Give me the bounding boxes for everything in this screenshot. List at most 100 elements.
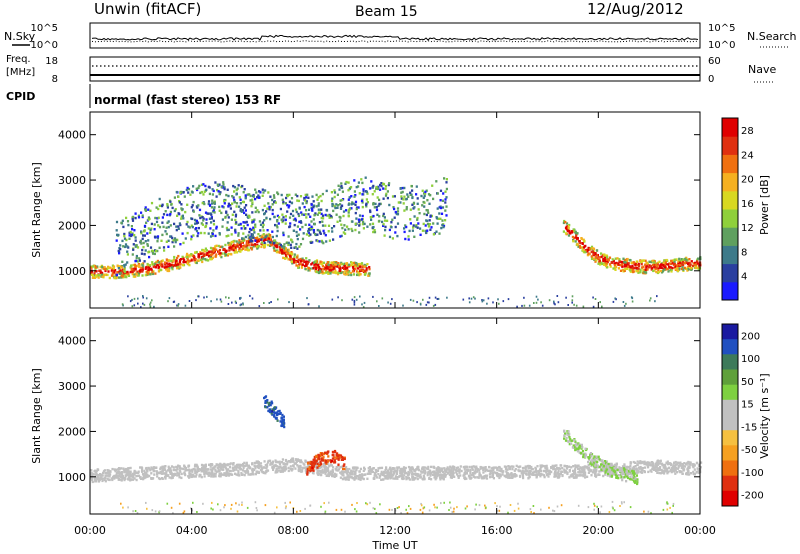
range-cell — [446, 471, 450, 475]
range-cell — [656, 261, 660, 265]
range-cell — [636, 463, 639, 467]
range-cell — [482, 299, 485, 302]
range-cell — [351, 265, 355, 268]
range-cell — [625, 264, 628, 267]
range-cell — [455, 466, 458, 470]
range-cell — [230, 253, 233, 256]
range-cell — [137, 297, 139, 300]
range-cell — [354, 267, 357, 271]
range-cell — [315, 465, 318, 469]
range-cell — [258, 305, 261, 308]
range-cell — [93, 476, 96, 479]
range-cell — [319, 473, 322, 477]
range-cell — [106, 469, 109, 472]
range-cell — [625, 260, 629, 263]
range-cell — [260, 466, 263, 470]
range-cell — [695, 265, 698, 269]
range-cell — [458, 471, 461, 474]
range-cell — [223, 247, 226, 251]
range-cell — [679, 461, 682, 464]
range-cell — [167, 239, 170, 242]
range-cell — [174, 262, 177, 265]
range-cell — [678, 257, 681, 261]
range-cell — [636, 460, 639, 463]
range-cell — [373, 206, 376, 209]
range-cell — [252, 473, 255, 476]
range-cell — [506, 468, 509, 471]
range-cell — [178, 222, 181, 225]
range-cell — [254, 206, 257, 209]
range-cell — [627, 264, 630, 267]
range-cell — [294, 246, 297, 249]
range-cell — [530, 467, 533, 471]
range-cell — [317, 263, 320, 266]
range-cell — [153, 252, 156, 256]
range-cell — [369, 469, 372, 472]
range-cell — [125, 275, 128, 279]
range-cell — [440, 226, 443, 230]
range-cell — [498, 469, 501, 472]
range-cell — [321, 468, 324, 472]
range-cell — [473, 472, 476, 475]
range-cell — [574, 472, 577, 475]
range-cell — [425, 209, 428, 212]
range-cell — [93, 470, 96, 473]
range-cell — [277, 298, 279, 301]
range-cell — [205, 218, 208, 221]
range-cell — [573, 236, 576, 240]
range-cell — [313, 264, 316, 267]
range-cell — [535, 301, 538, 304]
range-cell — [123, 237, 127, 240]
range-cell — [287, 206, 290, 209]
range-cell — [347, 189, 350, 192]
range-cell — [587, 252, 590, 255]
range-cell — [242, 464, 245, 467]
range-cell — [120, 266, 123, 269]
range-cell — [301, 237, 305, 241]
range-cell — [515, 464, 518, 468]
range-cell — [621, 263, 624, 266]
range-cell — [157, 216, 160, 219]
range-cell — [366, 263, 369, 266]
range-cell — [219, 462, 222, 466]
range-cell — [361, 214, 364, 218]
range-cell — [657, 270, 660, 274]
range-cell — [307, 303, 310, 306]
range-cell — [596, 254, 599, 257]
range-cell — [353, 477, 356, 480]
range-cell — [169, 200, 172, 203]
range-cell — [231, 463, 235, 466]
range-cell — [407, 472, 410, 475]
range-cell — [218, 472, 221, 476]
range-cell — [697, 257, 700, 260]
range-cell — [301, 225, 304, 229]
range-cell — [641, 468, 644, 472]
range-cell — [244, 194, 247, 197]
range-cell — [232, 244, 235, 248]
range-cell — [492, 301, 494, 304]
range-cell — [176, 466, 179, 469]
range-cell — [104, 474, 107, 478]
range-cell — [457, 476, 460, 479]
range-cell — [229, 462, 232, 465]
range-cell — [177, 212, 180, 215]
range-cell — [307, 260, 310, 263]
range-cell — [336, 206, 339, 209]
range-cell — [321, 264, 324, 268]
range-cell — [658, 266, 661, 269]
range-cell — [112, 268, 115, 271]
range-cell — [567, 304, 569, 306]
range-cell — [437, 471, 441, 474]
range-cell — [597, 257, 600, 260]
range-cell — [166, 204, 169, 207]
range-cell — [635, 467, 638, 470]
range-cell — [132, 269, 135, 272]
range-cell — [568, 476, 571, 479]
range-cell — [217, 465, 220, 469]
range-cell — [475, 470, 479, 473]
range-cell — [346, 267, 349, 270]
range-cell — [137, 260, 140, 263]
range-cell — [312, 229, 315, 232]
range-cell — [539, 475, 542, 478]
range-cell — [247, 471, 250, 474]
